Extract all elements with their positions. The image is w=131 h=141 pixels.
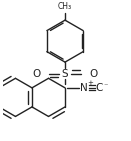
Text: O: O: [32, 69, 40, 79]
Text: CH₃: CH₃: [58, 2, 72, 11]
Text: ⁻: ⁻: [104, 81, 108, 90]
Text: C: C: [96, 83, 103, 93]
Text: O: O: [90, 69, 98, 79]
Text: +: +: [87, 80, 93, 86]
Text: N: N: [80, 83, 88, 93]
Text: S: S: [62, 69, 68, 79]
